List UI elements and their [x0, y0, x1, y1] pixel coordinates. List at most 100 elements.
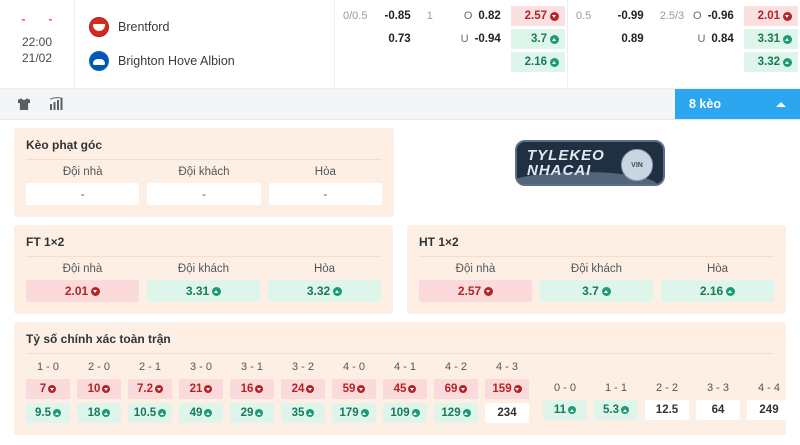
- score-value-home[interactable]: 7: [26, 379, 70, 399]
- keo-toggle-button[interactable]: 8 kèo: [675, 89, 800, 119]
- onextwo-cell-away[interactable]: 3.31: [743, 29, 798, 49]
- ht-value-away[interactable]: 3.7: [540, 280, 653, 302]
- score-value-away[interactable]: 109: [383, 403, 427, 423]
- corner-columns: Đội nhà - Đội khách - Hòa -: [26, 166, 382, 205]
- arrow-up-icon: [360, 409, 369, 417]
- overunder-cell[interactable]: 2.5/3 O -0.96: [653, 6, 740, 26]
- score-column-header: 2 - 1: [138, 361, 161, 373]
- match-time-column: - - 22:00 21/02: [0, 0, 75, 88]
- score-value-home[interactable]: 59: [332, 379, 376, 399]
- onextwo-cell-away[interactable]: 3.7: [510, 29, 565, 49]
- arrow-down-icon: [204, 385, 213, 393]
- ft-ht-row: FT 1×2 Đội nhà 2.01 Đội khách 3.31: [0, 217, 800, 314]
- onextwo-value: 2.57: [524, 10, 547, 22]
- arrow-up-icon: [601, 286, 611, 296]
- ft-panel-title: FT 1×2: [26, 235, 381, 257]
- odds-value: 5.3: [603, 404, 619, 416]
- score-value-away[interactable]: 179: [332, 403, 376, 423]
- corner-value-home[interactable]: -: [26, 183, 140, 205]
- spacer-cell: [421, 52, 507, 72]
- arrow-up-icon: [255, 409, 264, 417]
- overunder-column-1: 1 O 0.82 U -0.94: [419, 6, 509, 82]
- column-header: Hòa: [706, 263, 729, 275]
- onextwo-cell-home[interactable]: 2.57: [510, 6, 565, 26]
- odds-value: 69: [444, 383, 458, 395]
- overunder-cell[interactable]: U -0.94: [420, 29, 507, 49]
- score-value-away[interactable]: 29: [230, 403, 274, 423]
- arrow-down-icon: [306, 385, 315, 393]
- column-header: Hòa: [313, 263, 336, 275]
- overunder-cell[interactable]: U 0.84: [653, 29, 740, 49]
- score-value-draw[interactable]: 12.5: [645, 400, 689, 420]
- onextwo-cell-home[interactable]: 2.01: [743, 6, 798, 26]
- ft-value-away[interactable]: 3.31: [147, 280, 260, 302]
- handicap-value: 0.73: [388, 33, 411, 45]
- score-value-home[interactable]: 159: [485, 379, 529, 399]
- overunder-cell[interactable]: 1 O 0.82: [420, 6, 507, 26]
- column-header: Đội khách: [177, 263, 230, 275]
- score-value-draw[interactable]: 64: [696, 400, 740, 420]
- kickoff-time: 22:00: [21, 35, 53, 49]
- corner-column-home: Đội nhà -: [26, 166, 140, 205]
- score-value-away[interactable]: 35: [281, 403, 325, 423]
- score-value-away[interactable]: 10.5: [128, 403, 172, 423]
- odds-value: 35: [291, 407, 305, 419]
- score-column: 2 - 1 7.2 10.5: [128, 360, 172, 423]
- score-value-away[interactable]: 234: [485, 403, 529, 423]
- onextwo-cell-draw[interactable]: 3.32: [743, 52, 798, 72]
- ou-line: 1: [426, 10, 433, 22]
- score-column: 3 - 3 64: [696, 381, 740, 420]
- score-value-away[interactable]: 129: [434, 403, 478, 423]
- ht-column-draw: Hòa 2.16: [661, 263, 774, 302]
- odds-value: 21: [189, 383, 203, 395]
- jersey-icon[interactable]: [16, 96, 32, 112]
- corner-kick-panel: Kèo phạt góc Đội nhà - Đội khách - Hòa -: [14, 128, 394, 217]
- score-value-home[interactable]: 45: [383, 379, 427, 399]
- chevron-up-icon: [776, 101, 786, 107]
- handicap-column-1: 0/0.5 -0.85 0.73: [335, 6, 419, 82]
- score-value-away[interactable]: 9.5: [26, 403, 70, 423]
- score-column-header: 3 - 1: [240, 361, 263, 373]
- score-column-header: 3 - 3: [706, 382, 729, 394]
- match-odds-widget: - - 22:00 21/02 Brentford Brighton Hove …: [0, 0, 800, 435]
- onextwo-cell-draw[interactable]: 2.16: [510, 52, 565, 72]
- ht-value-draw[interactable]: 2.16: [661, 280, 774, 302]
- score-value-home[interactable]: 69: [434, 379, 478, 399]
- team-row-away[interactable]: Brighton Hove Albion: [89, 44, 334, 78]
- odds-value: 3.31: [185, 284, 210, 298]
- corner-value-away[interactable]: -: [147, 183, 261, 205]
- arrow-up-icon: [204, 409, 213, 417]
- column-header: Đội nhà: [62, 166, 103, 178]
- correct-score-row: Tỷ số chính xác toàn trận 1 - 0 7 9.5 2 - 0…: [0, 314, 800, 445]
- arrow-down-icon: [357, 385, 366, 393]
- logo-line-1: TYLEKEO: [527, 147, 605, 164]
- arrow-down-icon: [459, 385, 468, 393]
- handicap-cell[interactable]: 0.89: [570, 29, 650, 49]
- ft-value-home[interactable]: 2.01: [26, 280, 139, 302]
- score-value-draw[interactable]: 11: [543, 400, 587, 420]
- ft-value-draw[interactable]: 3.32: [268, 280, 381, 302]
- handicap-cell[interactable]: 0/0.5 -0.85: [337, 6, 417, 26]
- score-value-draw[interactable]: 249: [747, 400, 791, 420]
- handicap-cell[interactable]: 0.5 -0.99: [570, 6, 650, 26]
- score-value-home[interactable]: 10: [77, 379, 121, 399]
- team-row-home[interactable]: Brentford: [89, 10, 334, 44]
- score-value-away[interactable]: 18: [77, 403, 121, 423]
- bar-chart-icon[interactable]: [48, 96, 64, 112]
- corner-value-draw[interactable]: -: [268, 183, 382, 205]
- away-team-name: Brighton Hove Albion: [118, 54, 235, 68]
- score-value-away[interactable]: 49: [179, 403, 223, 423]
- score-value-home[interactable]: 16: [230, 379, 274, 399]
- odds-value: 64: [711, 404, 725, 416]
- corner-and-logo-row: Kèo phạt góc Đội nhà - Đội khách - Hòa -: [0, 120, 800, 217]
- arrow-up-icon: [550, 34, 559, 44]
- handicap-cell[interactable]: 0.73: [337, 29, 417, 49]
- arrow-up-icon: [621, 406, 629, 414]
- score-value-home[interactable]: 7.2: [128, 379, 172, 399]
- score-column-header: 4 - 2: [444, 361, 467, 373]
- score-value-draw[interactable]: 5.3: [594, 400, 638, 420]
- score-value-home[interactable]: 24: [281, 379, 325, 399]
- odds-value: 3.32: [306, 284, 331, 298]
- ht-value-home[interactable]: 2.57: [419, 280, 532, 302]
- score-value-home[interactable]: 21: [179, 379, 223, 399]
